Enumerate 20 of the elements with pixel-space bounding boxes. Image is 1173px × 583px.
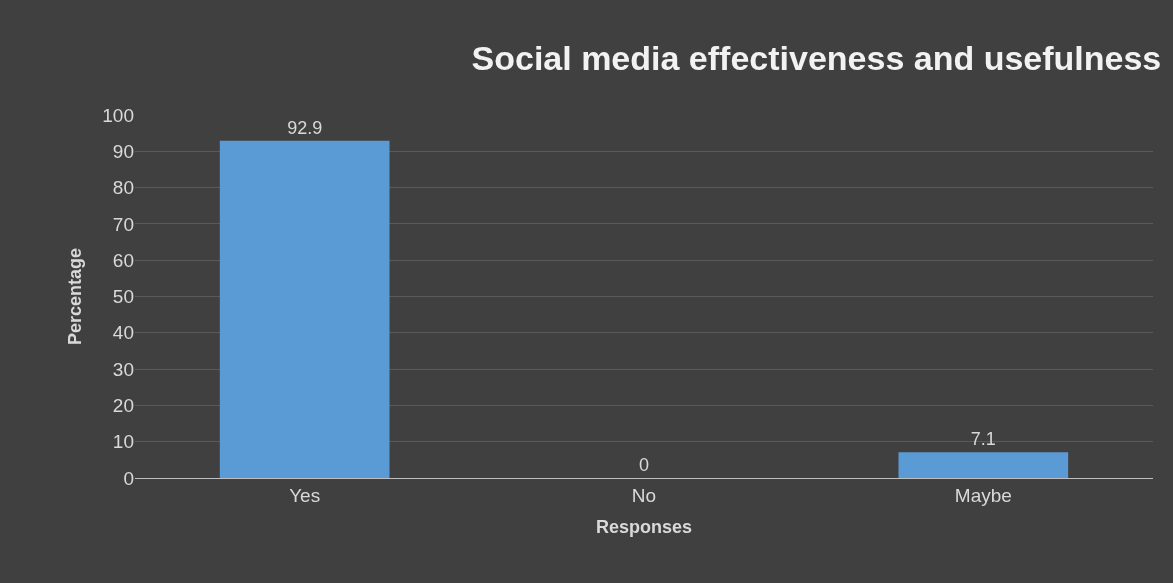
y-tick-label: 80 xyxy=(112,177,134,199)
x-axis-title: Responses xyxy=(595,516,693,537)
y-tick-label: 20 xyxy=(112,395,134,417)
chart-title: Social media effectiveness and usefulness xyxy=(471,39,1162,78)
y-tick-label: 10 xyxy=(112,431,134,453)
data-label: 0 xyxy=(638,455,650,475)
y-tick-label: 0 xyxy=(123,467,134,489)
data-label: 92.9 xyxy=(287,117,323,138)
y-axis-title: Percentage xyxy=(65,247,86,346)
x-tick-label: Yes xyxy=(289,484,321,506)
y-tick-label: 50 xyxy=(112,286,134,308)
data-label: 7.1 xyxy=(970,429,996,450)
y-tick-label: 60 xyxy=(112,249,134,271)
y-tick-label: 40 xyxy=(112,322,134,344)
x-tick-label: No xyxy=(631,484,657,506)
y-tick-label: 30 xyxy=(112,358,134,380)
y-tick-label: 90 xyxy=(112,140,134,162)
y-tick-label: 70 xyxy=(112,213,134,235)
x-tick-label: Maybe xyxy=(954,484,1012,506)
y-tick-label: 100 xyxy=(102,104,134,126)
